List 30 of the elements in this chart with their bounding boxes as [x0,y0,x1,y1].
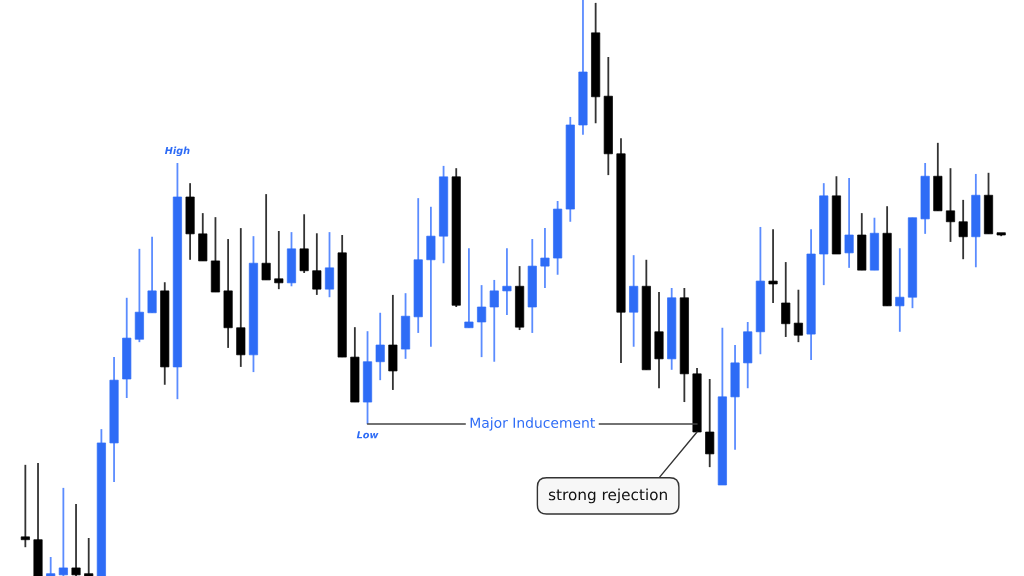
candlestick [895,247,905,333]
candlestick [502,247,512,316]
annotation: Major Inducement [470,417,595,431]
candlestick [312,232,322,296]
annotation: Low [356,431,379,439]
candlestick [46,556,56,576]
candlestick [147,235,157,314]
candlestick [945,167,956,243]
candlestick [958,198,968,261]
candlestick [20,463,30,549]
candlestick [71,503,81,576]
candlestick [477,284,487,359]
candlestick [274,230,284,291]
candlestick [426,205,436,348]
candlestick [768,228,778,304]
candlestick [464,247,474,329]
candlestick [299,213,309,274]
candlestick [84,537,94,576]
candlestick [793,288,803,344]
candlestick [489,279,499,363]
annotation: strong rejection [548,488,667,504]
candlestick [844,177,854,269]
candlestick [781,261,791,338]
candlestick [540,227,550,289]
candlestick [261,193,271,281]
candlestick [705,378,715,469]
candlestick [58,486,68,576]
candlestick [375,311,385,382]
annotation: High [164,146,190,157]
candlestick [324,231,335,299]
